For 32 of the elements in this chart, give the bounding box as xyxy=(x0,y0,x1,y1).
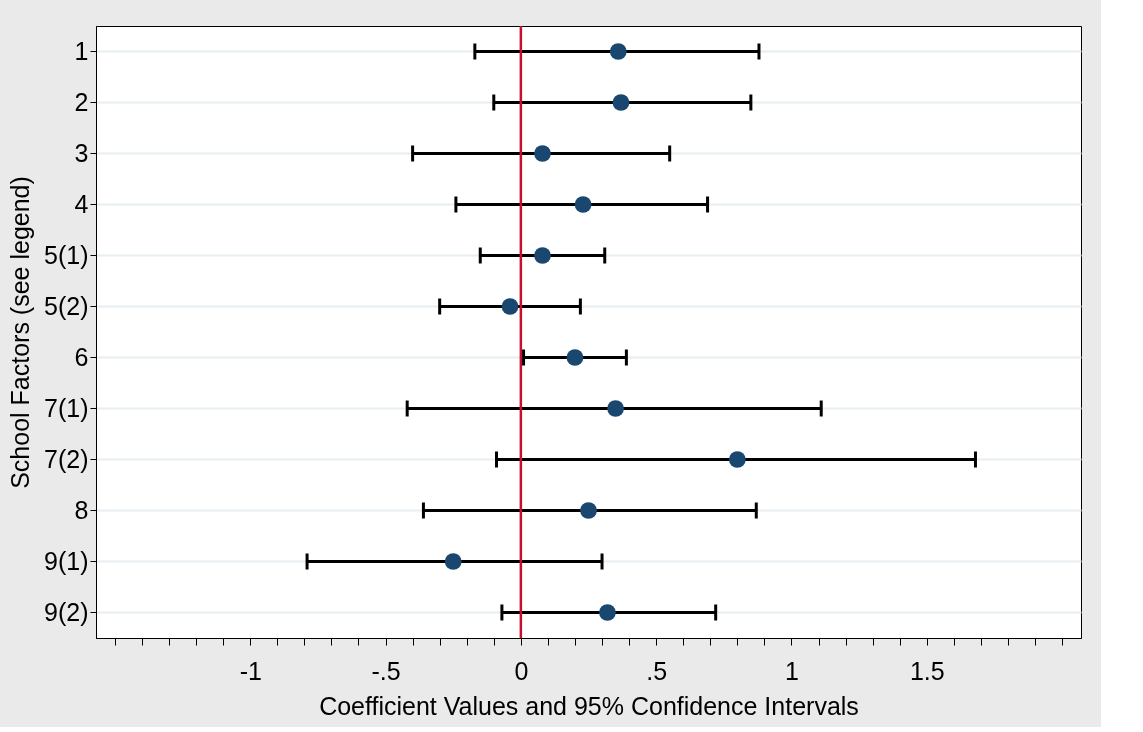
x-tick-label: 1 xyxy=(785,656,799,685)
x-tick-label: .5 xyxy=(646,656,668,685)
y-tick-label: 7(1) xyxy=(44,393,89,422)
y-tick-label: 4 xyxy=(74,189,89,218)
y-tick-label: 2 xyxy=(74,87,89,116)
point xyxy=(609,43,627,60)
y-tick-label: 9(1) xyxy=(44,546,89,575)
point xyxy=(566,349,584,366)
x-tick-label: -1 xyxy=(239,656,262,685)
point xyxy=(501,298,519,315)
y-tick-label: 1 xyxy=(74,36,89,65)
y-tick-label: 5(2) xyxy=(44,291,89,320)
y-tick-label: 5(1) xyxy=(44,240,89,269)
point xyxy=(534,145,551,162)
x-tick-label: 0 xyxy=(514,656,529,685)
y-tick-label: 7(2) xyxy=(44,444,89,473)
y-tick-label: 6 xyxy=(74,342,89,371)
x-tick-label: -.5 xyxy=(371,656,401,685)
y-tick-label: 8 xyxy=(74,495,89,524)
point xyxy=(607,400,624,417)
point xyxy=(580,502,597,519)
x-tick-label: 1.5 xyxy=(909,656,945,685)
y-tick-label: 3 xyxy=(74,138,89,167)
point xyxy=(574,196,592,213)
x-axis-title: Coefficient Values and 95% Confidence Intervals xyxy=(319,691,859,720)
point xyxy=(534,247,551,264)
point xyxy=(599,604,616,621)
point xyxy=(612,94,630,111)
point xyxy=(444,553,462,570)
point xyxy=(728,451,746,468)
y-axis-title: School Factors (see legend) xyxy=(6,176,35,489)
y-tick-label: 9(2) xyxy=(44,597,89,626)
